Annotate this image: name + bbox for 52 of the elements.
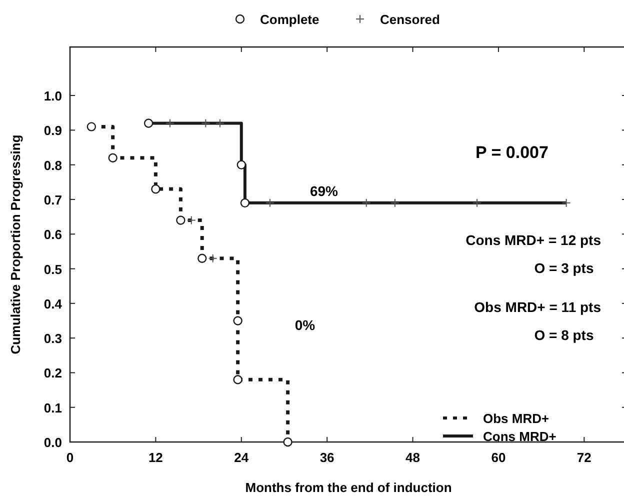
x-tick-label: 24 [234,450,250,465]
point [390,198,400,208]
annotation: O = 3 pts [534,260,594,276]
y-tick-label: 0.4 [44,296,63,312]
point [362,198,371,208]
legend-label: Complete [260,12,320,27]
annotation: Cons MRD+ = 12 pts [466,232,602,248]
point [208,254,218,263]
y-tick-label: 0.8 [44,158,62,173]
x-tick-label: 36 [320,450,334,465]
legend-label: Cons MRD+ [483,429,557,444]
annotation: 0% [294,317,316,333]
y-axis-title: Cumulative Proportion Progressing [8,134,23,354]
point [236,160,246,170]
point [86,122,96,132]
y-tick-label: 0.5 [44,262,62,277]
y-tick-label: 0.7 [44,192,62,208]
annotation: P = 0.007 [476,143,548,162]
point [233,316,242,326]
x-axis-title: Months from the end of induction [245,480,452,495]
annotation: O = 8 pts [534,327,594,343]
point [283,437,292,447]
y-tick-label: 0.6 [44,227,62,242]
legend-label: Obs MRD+ [483,411,550,426]
legend-label: Censored [380,12,440,27]
x-tick-label: 60 [491,450,506,465]
x-tick-label: 0 [66,450,74,465]
y-tick-label: 0.2 [44,366,62,381]
y-tick-label: 0.0 [44,435,62,450]
point [562,198,571,208]
point [265,198,274,208]
annotation: Obs MRD+ = 11 pts [474,299,602,315]
x-tick-label: 48 [406,450,420,465]
point [144,118,154,128]
point [108,153,118,162]
point [198,254,207,263]
point [176,216,186,225]
point [215,118,224,128]
point [201,118,210,128]
point [186,216,196,225]
y-tick-label: 1.0 [44,88,62,104]
point [233,375,242,384]
x-tick-label: 12 [148,450,163,465]
y-tick-label: 0.9 [44,123,62,138]
point [240,198,250,208]
point [151,184,160,194]
annotation: 69% [310,183,339,199]
x-tick-label: 72 [576,450,592,465]
y-tick-label: 0.3 [44,331,62,346]
point [472,198,482,208]
point [165,118,174,128]
y-tick-label: 0.1 [44,400,62,416]
